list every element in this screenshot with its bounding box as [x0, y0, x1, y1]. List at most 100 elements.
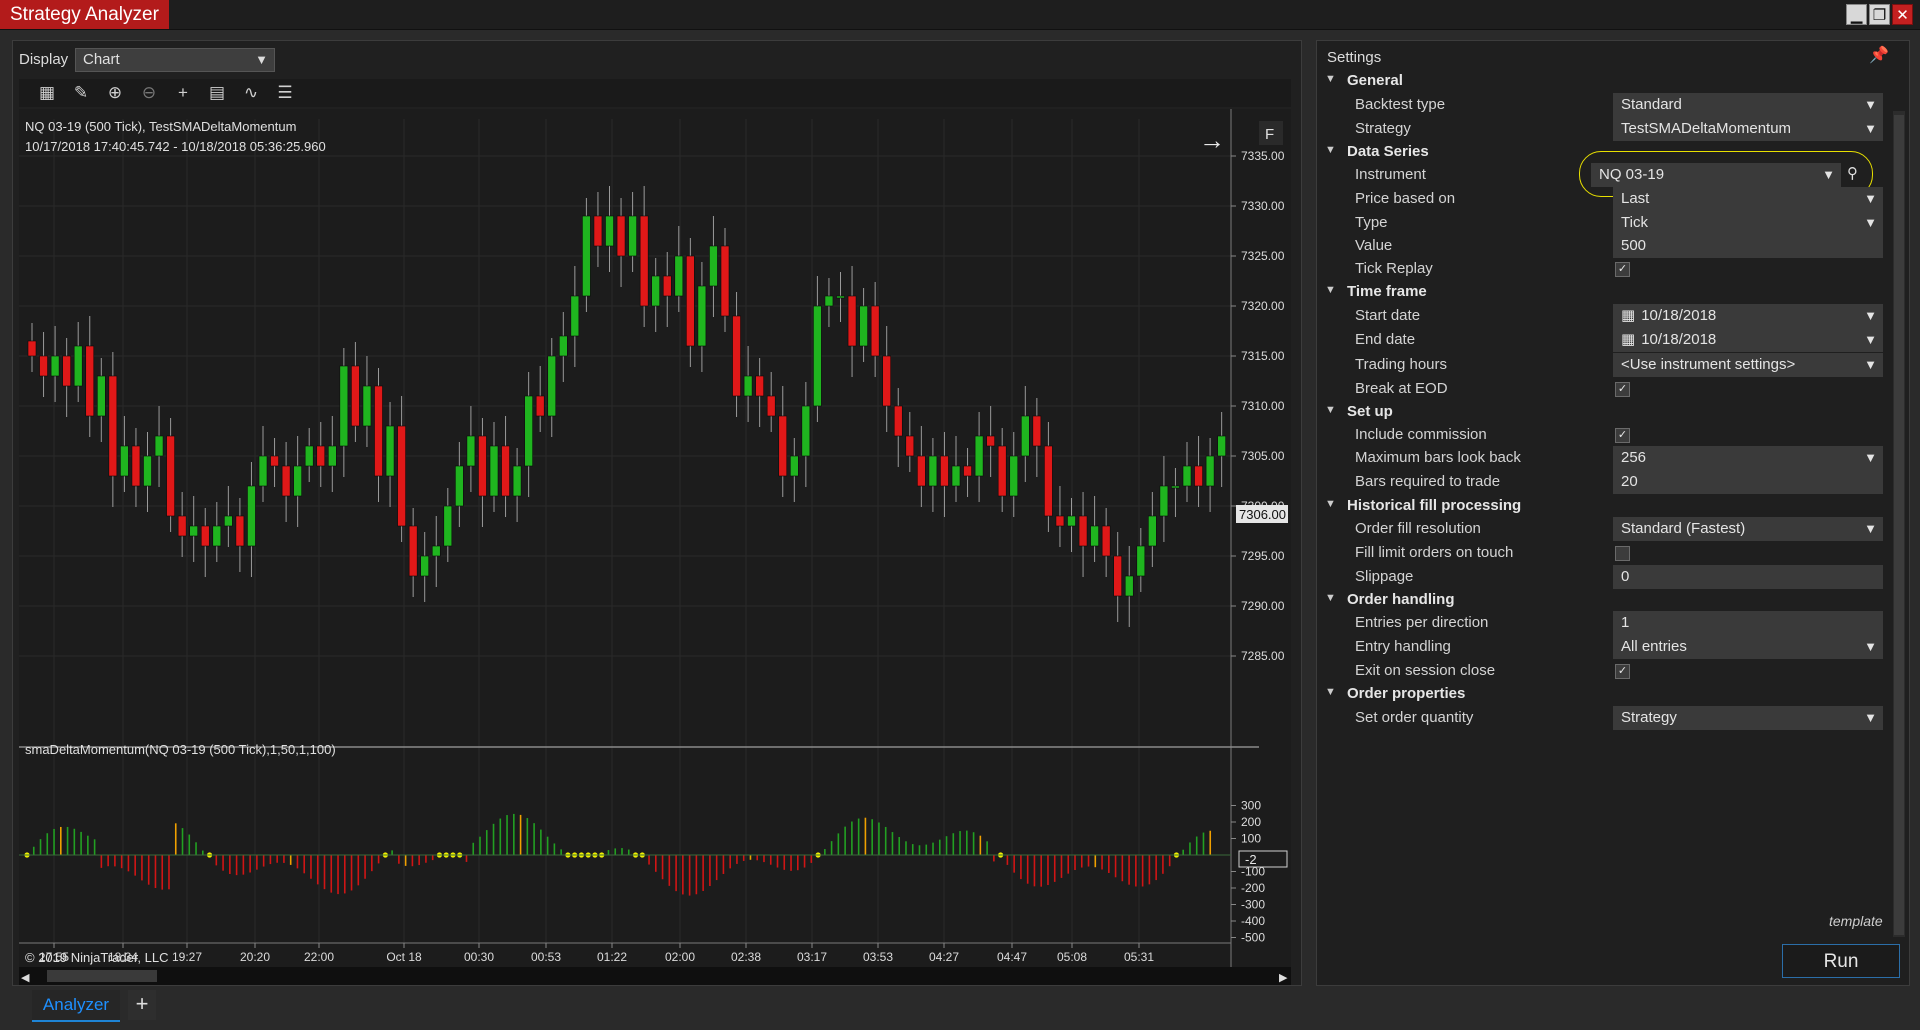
- section-header[interactable]: ▼ Order handling: [1317, 588, 1877, 612]
- tab-analyzer[interactable]: Analyzer: [32, 990, 120, 1022]
- collapse-triangle-icon[interactable]: ▼: [1325, 144, 1336, 156]
- drawing-tool-icon[interactable]: ✎: [73, 83, 89, 102]
- run-button[interactable]: Run: [1782, 944, 1900, 978]
- zoom-out-icon[interactable]: ⊖: [141, 83, 157, 102]
- instrument-select[interactable]: NQ 03-19 ▼: [1591, 163, 1841, 187]
- close-icon[interactable]: ✕: [1892, 4, 1913, 25]
- candle: [339, 348, 349, 477]
- indicator-tick-label: -500: [1241, 931, 1265, 945]
- candle: [928, 438, 938, 512]
- strategies-list-icon[interactable]: ☰: [277, 83, 293, 102]
- collapse-triangle-icon[interactable]: ▼: [1325, 404, 1336, 416]
- property-value[interactable]: 256 ▼: [1613, 446, 1883, 470]
- chevron-down-icon: ▼: [1864, 710, 1877, 725]
- collapse-triangle-icon[interactable]: ▼: [1325, 498, 1336, 510]
- indicator-label: smaDeltaMomentum(NQ 03-19 (500 Tick),1,5…: [25, 742, 336, 757]
- section-header[interactable]: ▼ Set up: [1317, 400, 1877, 424]
- property-label: Slippage: [1355, 568, 1414, 585]
- property-label: Entries per direction: [1355, 614, 1489, 631]
- property-value[interactable]: Last ▼: [1613, 187, 1883, 211]
- property-row: Type Tick ▼: [1317, 211, 1883, 235]
- candle: [974, 412, 984, 502]
- time-tick-label: 02:00: [665, 950, 695, 964]
- crosshair-icon[interactable]: +: [178, 83, 188, 102]
- property-checkbox[interactable]: ✓: [1615, 664, 1630, 679]
- candle: [316, 422, 326, 487]
- collapse-triangle-icon[interactable]: ▼: [1325, 73, 1336, 85]
- candle: [39, 332, 48, 397]
- indicators-icon[interactable]: ∿: [243, 83, 259, 102]
- property-value[interactable]: Standard (Fastest) ▼: [1613, 517, 1883, 541]
- time-tick-label: 03:53: [863, 950, 893, 964]
- section-header[interactable]: ▼ Time frame: [1317, 280, 1877, 304]
- section-header[interactable]: ▼ Order properties: [1317, 682, 1877, 706]
- candle: [686, 238, 695, 367]
- zoom-in-icon[interactable]: ⊕: [107, 83, 123, 102]
- property-label: Value: [1355, 237, 1393, 254]
- display-select[interactable]: Chart ▼: [75, 48, 275, 72]
- property-checkbox[interactable]: ✓: [1615, 262, 1630, 277]
- section-header[interactable]: ▼ General: [1317, 69, 1877, 93]
- horizontal-scrollbar[interactable]: [19, 967, 1291, 985]
- property-label: Entry handling: [1355, 638, 1451, 655]
- collapse-triangle-icon[interactable]: ▼: [1325, 686, 1336, 698]
- property-value[interactable]: All entries ▼: [1613, 635, 1883, 659]
- property-value[interactable]: 0: [1613, 565, 1883, 589]
- section-header[interactable]: ▼ Historical fill processing: [1317, 494, 1877, 518]
- property-row: Value 500: [1317, 234, 1883, 258]
- chevron-down-icon: ▼: [1864, 639, 1877, 654]
- property-value[interactable]: TestSMADeltaMomentum ▼: [1613, 117, 1883, 141]
- chevron-down-icon: ▼: [1864, 191, 1877, 206]
- property-value[interactable]: 1: [1613, 611, 1883, 635]
- calendar-icon: ▦: [1621, 331, 1636, 348]
- f-button[interactable]: [1259, 121, 1283, 145]
- property-value-text: All entries: [1621, 638, 1687, 655]
- scrollbar-thumb[interactable]: [47, 970, 157, 982]
- property-value[interactable]: ▦ 10/18/2018 ▼: [1613, 304, 1883, 328]
- time-tick-label: 03:17: [797, 950, 827, 964]
- property-value[interactable]: <Use instrument settings> ▼: [1613, 353, 1883, 377]
- property-checkbox[interactable]: ✓: [1615, 382, 1630, 397]
- candle: [720, 228, 730, 332]
- scroll-left-icon[interactable]: ◀: [21, 972, 30, 984]
- property-row: Order fill resolution Standard (Fastest) ▼: [1317, 517, 1883, 541]
- price-chart[interactable]: NQ 03-19 (500 Tick), TestSMADeltaMomentu…: [19, 109, 1291, 985]
- search-icon[interactable]: ⚲: [1847, 165, 1858, 182]
- property-value[interactable]: Strategy ▼: [1613, 706, 1883, 730]
- pin-icon[interactable]: 📌: [1869, 47, 1889, 64]
- property-checkbox[interactable]: [1615, 546, 1630, 561]
- section-header[interactable]: ▼ Data Series: [1317, 140, 1877, 164]
- collapse-triangle-icon[interactable]: ▼: [1325, 592, 1336, 604]
- candle: [1124, 546, 1134, 627]
- property-value[interactable]: 20: [1613, 470, 1883, 494]
- arrow-right-icon[interactable]: →: [1199, 125, 1225, 155]
- property-value-text: Tick: [1621, 214, 1648, 231]
- section-title: Historical fill processing: [1347, 497, 1522, 514]
- property-value[interactable]: ▦ 10/18/2018 ▼: [1613, 328, 1883, 352]
- candle: [351, 342, 360, 442]
- property-label: Exit on session close: [1355, 662, 1496, 679]
- bar-type-icon[interactable]: ▦: [38, 83, 56, 102]
- restore-icon[interactable]: ❐: [1869, 4, 1890, 25]
- candle: [628, 192, 637, 272]
- scroll-right-icon[interactable]: ▶: [1279, 972, 1288, 984]
- settings-scroll-thumb[interactable]: [1894, 115, 1904, 935]
- time-tick-label: Oct 18: [386, 950, 422, 964]
- property-value[interactable]: Standard ▼: [1613, 93, 1883, 117]
- property-value[interactable]: Tick ▼: [1613, 211, 1883, 235]
- property-row: Price based on Last ▼: [1317, 187, 1883, 211]
- current-price-badge: [1236, 505, 1288, 523]
- property-checkbox[interactable]: ✓: [1615, 428, 1630, 443]
- section-title: Set up: [1347, 403, 1393, 420]
- template-link[interactable]: template: [1829, 913, 1883, 929]
- candle: [593, 192, 603, 267]
- candle: [1136, 528, 1146, 592]
- candle: [420, 532, 430, 602]
- property-row: Set order quantity Strategy ▼: [1317, 706, 1883, 730]
- property-value[interactable]: 500: [1613, 234, 1883, 258]
- add-tab-button[interactable]: +: [128, 990, 156, 1020]
- chart-area[interactable]: NQ 03-19 (500 Tick), TestSMADeltaMomentu…: [19, 109, 1291, 985]
- data-box-icon[interactable]: ▤: [208, 83, 226, 102]
- minimize-icon[interactable]: ▁: [1846, 4, 1867, 25]
- collapse-triangle-icon[interactable]: ▼: [1325, 284, 1336, 296]
